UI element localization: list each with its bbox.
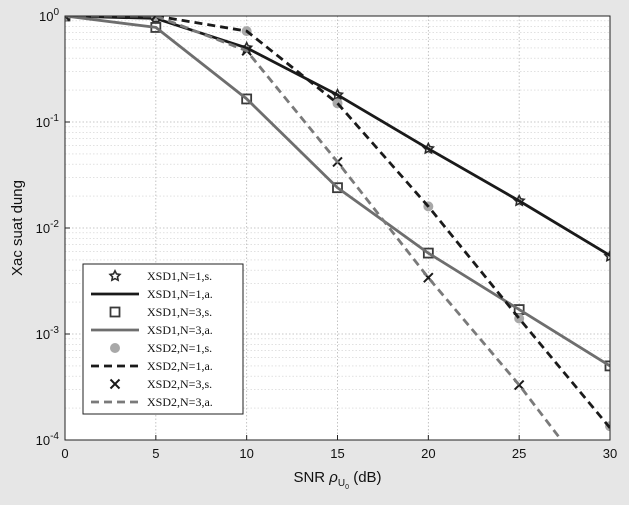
x-tick-label: 5 bbox=[152, 446, 159, 461]
y-axis-label: Xac suat dung bbox=[9, 180, 26, 276]
data-point bbox=[604, 360, 610, 372]
x-axis-label: SNR ρU0 (dB) bbox=[293, 469, 381, 491]
series-layer bbox=[65, 16, 610, 440]
legend-marker-swatch bbox=[110, 343, 120, 353]
x-tick-label: 20 bbox=[421, 446, 435, 461]
y-tick-label: 10-4 bbox=[36, 431, 60, 448]
x-axis-label-prefix: SNR bbox=[293, 469, 329, 486]
x-axis-ticks: 0 5 10 15 20 25 30 bbox=[61, 435, 617, 461]
legend-label: XSD1,N=1,a. bbox=[147, 287, 213, 301]
legend-marker-swatch bbox=[109, 306, 121, 318]
legend-item: XSD2,N=3,s. bbox=[109, 377, 212, 391]
series-3 bbox=[65, 16, 610, 368]
y-tick-exponent: 0 bbox=[53, 7, 59, 18]
legend-label: XSD2,N=1,a. bbox=[147, 359, 213, 373]
y-tick-label: 10-3 bbox=[36, 325, 60, 342]
x-tick-label: 15 bbox=[330, 446, 344, 461]
legend-label: XSD1,N=3,a. bbox=[147, 323, 213, 337]
legend-item: XSD2,N=3,a. bbox=[91, 395, 213, 409]
series-line bbox=[65, 16, 563, 440]
y-tick-base: 10 bbox=[36, 221, 50, 236]
legend-label: XSD1,N=1,s. bbox=[147, 269, 212, 283]
x-tick-label: 25 bbox=[512, 446, 526, 461]
series-7 bbox=[65, 16, 563, 440]
data-point bbox=[150, 16, 162, 22]
y-tick-exponent: -3 bbox=[50, 325, 59, 336]
x-tick-label: 30 bbox=[603, 446, 617, 461]
legend-label: XSD2,N=3,a. bbox=[147, 395, 213, 409]
series-line bbox=[65, 16, 610, 368]
y-tick-label: 10-1 bbox=[36, 113, 60, 130]
legend-box bbox=[82, 263, 244, 415]
y-tick-base: 10 bbox=[39, 9, 53, 24]
legend-label: XSD2,N=3,s. bbox=[147, 377, 212, 391]
legend-item: XSD2,N=1,a. bbox=[91, 359, 213, 373]
x-axis-label-sub: U bbox=[338, 478, 345, 489]
legend-item: XSD1,N=3,a. bbox=[91, 323, 213, 337]
data-point bbox=[65, 16, 71, 22]
data-point bbox=[332, 182, 343, 194]
x-tick-label: 0 bbox=[61, 446, 68, 461]
y-tick-exponent: -1 bbox=[50, 113, 59, 124]
legend-marker-swatch bbox=[109, 378, 121, 390]
legend-item: XSD1,N=3,s. bbox=[109, 305, 212, 319]
y-tick-exponent: -2 bbox=[50, 219, 59, 230]
plot-area bbox=[64, 15, 611, 441]
y-tick-base: 10 bbox=[36, 115, 50, 130]
y-tick-label: 10-2 bbox=[36, 219, 60, 236]
x-axis-label-suffix: (dB) bbox=[349, 469, 382, 486]
legend-marker-swatch bbox=[108, 268, 122, 282]
legend-items: XSD1,N=1,s. XSD1,N=1,a. XSD1,N=3,s. XSD1,N=… bbox=[91, 268, 213, 409]
legend: XSD1,N=1,s. XSD1,N=1,a. XSD1,N=3,s. XSD1,N=… bbox=[82, 263, 244, 415]
x-axis-label-rho: ρ bbox=[328, 469, 338, 486]
data-point bbox=[241, 93, 253, 105]
y-tick-exponent: -4 bbox=[50, 431, 59, 442]
legend-label: XSD1,N=3,s. bbox=[147, 305, 212, 319]
y-tick-label: 100 bbox=[39, 7, 59, 24]
x-axis-label-subsub: 0 bbox=[345, 484, 349, 491]
y-tick-base: 10 bbox=[36, 327, 50, 342]
legend-item: XSD2,N=1,s. bbox=[110, 341, 212, 355]
legend-label: XSD2,N=1,s. bbox=[147, 341, 212, 355]
x-tick-label: 10 bbox=[239, 446, 253, 461]
legend-item: XSD1,N=1,s. bbox=[108, 268, 212, 283]
y-tick-base: 10 bbox=[36, 433, 50, 448]
legend-item: XSD1,N=1,a. bbox=[91, 287, 213, 301]
data-point bbox=[422, 247, 434, 259]
